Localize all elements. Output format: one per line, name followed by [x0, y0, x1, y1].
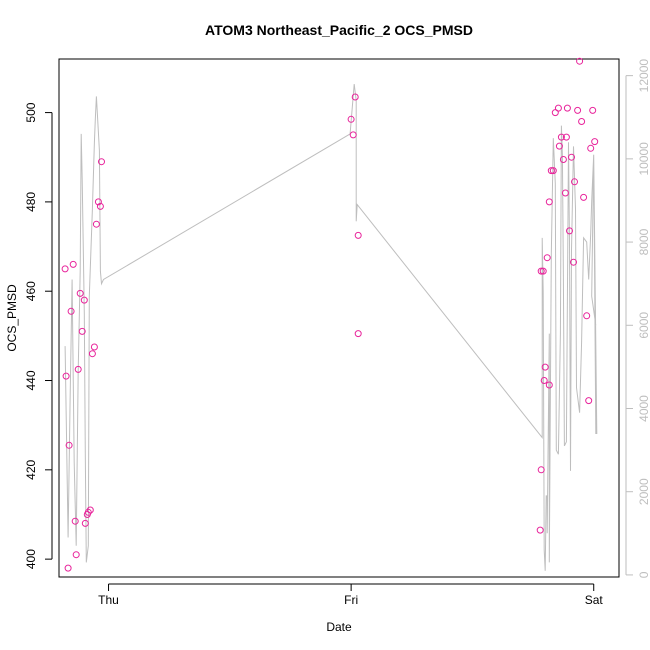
y2-tick-label: 0	[637, 571, 650, 578]
data-point	[354, 330, 362, 338]
x-tick-label: Sat	[585, 593, 604, 607]
series-line	[64, 83, 598, 571]
y-tick-label: 420	[24, 459, 38, 479]
data-point	[86, 506, 94, 514]
x-axis-label: Date	[326, 620, 352, 634]
chart-title: ATOM3 Northeast_Pacific_2 OCS_PMSD	[205, 22, 473, 38]
data-point	[545, 198, 553, 206]
data-point	[559, 156, 567, 163]
y-axis-label: OCS_PMSD	[5, 284, 19, 352]
data-point	[587, 144, 595, 152]
data-point	[576, 57, 584, 65]
data-point	[563, 104, 571, 112]
data-point	[570, 258, 577, 266]
data-point	[578, 118, 586, 125]
data-point	[580, 193, 588, 201]
data-point	[61, 265, 69, 273]
data-point	[568, 153, 575, 161]
data-point	[547, 167, 555, 175]
data-point	[354, 231, 362, 239]
y-tick-label: 460	[24, 281, 38, 301]
data-point	[549, 167, 557, 175]
y2-tick-label: 4000	[637, 395, 650, 422]
line-layer	[64, 83, 598, 571]
data-point	[65, 441, 73, 449]
data-point	[92, 220, 100, 228]
data-point	[589, 106, 597, 114]
data-point	[64, 564, 72, 572]
data-point	[585, 397, 593, 405]
data-point	[537, 267, 545, 275]
y2-tick-label: 2000	[637, 478, 650, 505]
data-point	[540, 377, 548, 384]
data-point	[90, 343, 98, 351]
y-tick-label: 440	[24, 370, 38, 390]
axes-layer: 400 420 440 460 480 500 0 2000 4000 6000 8000 10000…	[24, 59, 650, 607]
data-point	[539, 267, 547, 275]
data-point	[555, 142, 563, 150]
data-point	[561, 189, 569, 197]
data-point	[557, 133, 565, 141]
data-point	[554, 104, 562, 112]
y2-tick-label: 8000	[637, 228, 650, 255]
data-point	[84, 508, 92, 516]
data-point	[537, 466, 545, 474]
data-point	[541, 363, 549, 371]
data-point	[76, 289, 84, 297]
y-tick-label: 480	[24, 192, 38, 212]
data-point	[351, 93, 359, 101]
data-point	[80, 296, 88, 304]
data-point	[96, 202, 104, 210]
data-point	[74, 365, 82, 373]
data-point	[591, 138, 599, 146]
data-point	[72, 551, 80, 559]
data-point	[571, 178, 578, 186]
data-point	[562, 133, 570, 141]
y2-tick-label: 12000	[637, 59, 650, 93]
data-point	[347, 115, 355, 123]
data-point	[543, 254, 551, 262]
x-tick-label: Fri	[344, 593, 358, 607]
data-point	[78, 327, 86, 335]
y2-tick-label: 6000	[637, 312, 650, 339]
points-layer	[61, 57, 599, 572]
data-point	[81, 519, 89, 527]
data-point	[67, 307, 75, 315]
data-point	[69, 260, 77, 268]
y-tick-label: 500	[24, 102, 38, 122]
data-point	[62, 372, 70, 380]
data-point	[71, 517, 79, 525]
data-point	[94, 198, 102, 206]
data-point	[545, 381, 553, 389]
y-tick-label: 400	[24, 549, 38, 569]
data-point	[583, 312, 591, 320]
x-tick-label: Thu	[98, 593, 119, 607]
data-point	[574, 106, 582, 114]
data-point	[88, 350, 96, 358]
data-point	[536, 526, 544, 534]
data-point	[566, 227, 573, 235]
data-point	[349, 131, 357, 139]
y2-tick-label: 10000	[637, 142, 650, 176]
data-point	[98, 158, 105, 166]
plot-frame	[58, 58, 620, 578]
